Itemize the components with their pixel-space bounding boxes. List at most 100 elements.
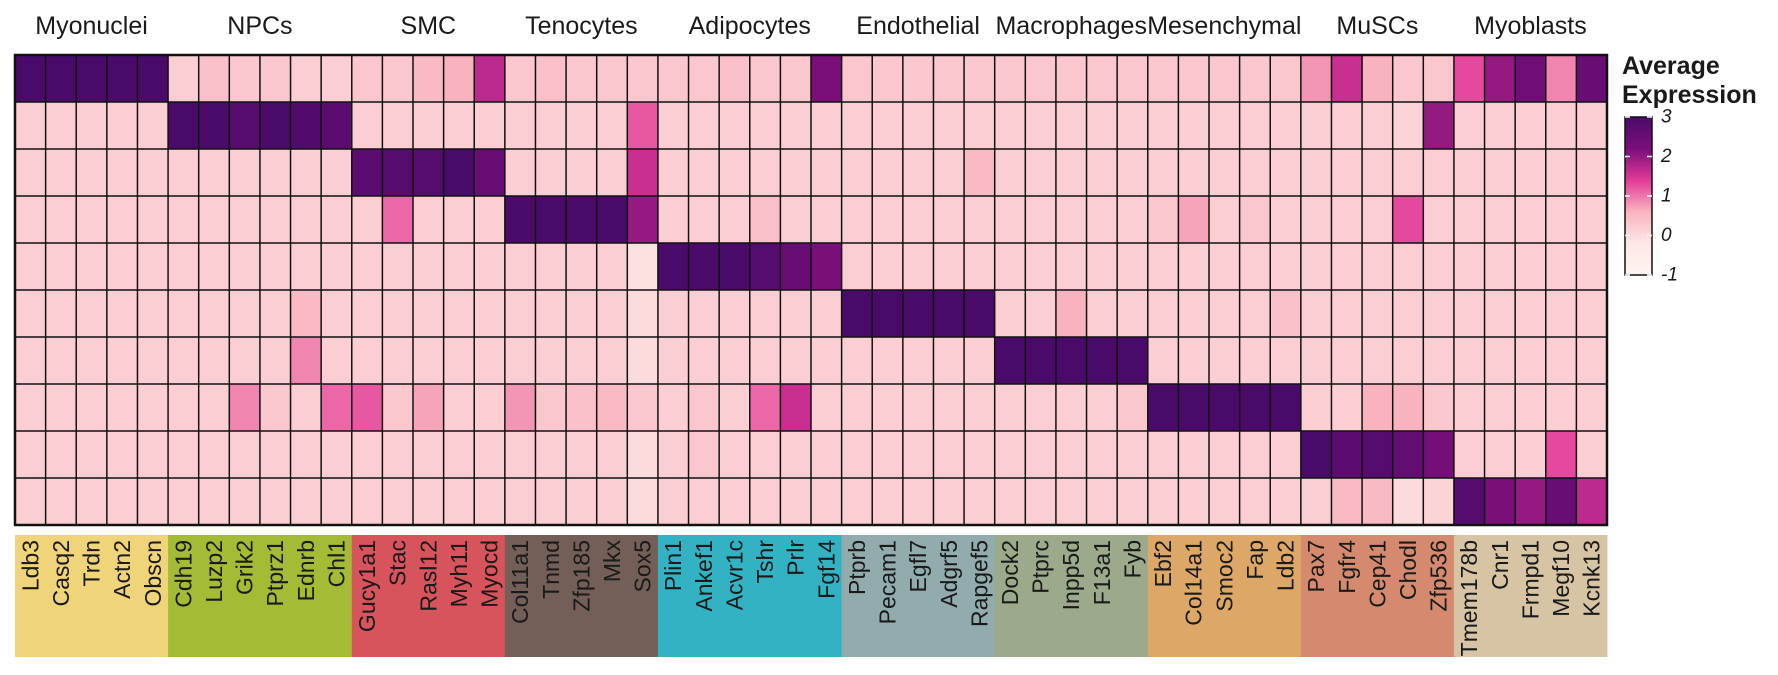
cluster-label-tenocytes: Tenocytes — [525, 12, 638, 40]
heatmap-cell — [45, 290, 77, 338]
heatmap-cell — [382, 384, 414, 432]
heatmap-cell — [1239, 55, 1271, 103]
gene-label: Pecam1 — [875, 540, 901, 624]
heatmap-cell — [1117, 384, 1149, 432]
heatmap-cell — [1453, 149, 1485, 197]
heatmap-cell — [1392, 102, 1424, 150]
heatmap-cell — [351, 431, 383, 479]
heatmap-cell — [749, 55, 781, 103]
annotation-block-myoblasts — [1453, 535, 1608, 657]
heatmap-cell — [1331, 55, 1363, 103]
heatmap-cell — [872, 243, 904, 291]
heatmap-cell — [443, 337, 475, 385]
heatmap-cell — [351, 196, 383, 244]
heatmap-cell — [504, 478, 536, 526]
heatmap-cell — [964, 478, 995, 526]
heatmap-cell — [76, 102, 108, 150]
heatmap-cell — [811, 102, 842, 150]
heatmap-cell — [688, 478, 720, 526]
heatmap-cell — [351, 478, 383, 526]
heatmap-cell — [45, 384, 77, 432]
heatmap-cell — [994, 149, 1026, 197]
heatmap-cell — [1300, 196, 1332, 244]
heatmap-cell — [1209, 243, 1240, 291]
gene-label: Luzp2 — [201, 540, 227, 603]
heatmap-cell — [780, 102, 812, 150]
heatmap-cell — [1453, 290, 1485, 338]
gene-label: Ldb2 — [1273, 540, 1299, 591]
heatmap-cell — [443, 478, 475, 526]
heatmap-cell — [872, 384, 904, 432]
heatmap-cell — [1086, 431, 1118, 479]
annotation-block-tenocytes — [504, 535, 659, 657]
gene-label: Cep41 — [1364, 540, 1390, 608]
heatmap-cell — [229, 243, 261, 291]
heatmap-cell — [198, 337, 230, 385]
heatmap-cell — [504, 337, 536, 385]
heatmap-cell — [1086, 478, 1118, 526]
heatmap-cell — [1086, 196, 1118, 244]
heatmap-cells — [15, 55, 1608, 526]
heatmap-cell — [627, 243, 659, 291]
gene-label: Stac — [385, 540, 411, 586]
annotation-block-npcs — [168, 535, 353, 657]
heatmap-cell — [504, 55, 536, 103]
heatmap-cell — [1086, 102, 1118, 150]
heatmap-cell — [1515, 384, 1547, 432]
heatmap-cell — [1392, 55, 1424, 103]
heatmap-cell — [76, 431, 108, 479]
heatmap-cell — [1086, 149, 1118, 197]
heatmap-cell — [964, 102, 995, 150]
heatmap-cell — [657, 149, 689, 197]
heatmap-cell — [596, 55, 628, 103]
heatmap-cell — [872, 102, 904, 150]
heatmap-cell — [1025, 55, 1057, 103]
heatmap-cell — [443, 431, 475, 479]
heatmap-cell — [780, 55, 812, 103]
heatmap-cell — [780, 243, 812, 291]
heatmap-cell — [198, 384, 230, 432]
heatmap-cell — [566, 243, 597, 291]
heatmap-cell — [137, 243, 169, 291]
heatmap-cell — [1300, 149, 1332, 197]
heatmap-cell — [994, 384, 1026, 432]
heatmap-cell — [504, 290, 536, 338]
heatmap-cell — [15, 149, 46, 197]
heatmap-cell — [1147, 290, 1179, 338]
heatmap-cell — [1117, 478, 1149, 526]
heatmap-cell — [841, 431, 873, 479]
heatmap-cell — [566, 431, 597, 479]
heatmap-cell — [872, 196, 904, 244]
gene-label: Acvr1c — [721, 540, 747, 610]
heatmap-cell — [566, 55, 597, 103]
annotation-block-mesenchymal — [1147, 535, 1302, 657]
gene-label: Ptprz1 — [262, 540, 288, 606]
heatmap-cell — [504, 384, 536, 432]
heatmap-cell — [749, 384, 781, 432]
heatmap-cell — [841, 243, 873, 291]
gene-label: Myh11 — [446, 540, 472, 607]
gene-label: Frmpd1 — [1517, 540, 1543, 619]
heatmap-cell — [106, 102, 138, 150]
heatmap-cell — [413, 290, 444, 338]
heatmap-cell — [1025, 102, 1057, 150]
gene-label: Tmem178b — [1456, 540, 1482, 656]
heatmap-cell — [780, 149, 812, 197]
heatmap-cell — [933, 196, 965, 244]
heatmap-cell — [1545, 55, 1577, 103]
gene-label: Inpp5d — [1058, 540, 1084, 610]
heatmap-cell — [596, 337, 628, 385]
heatmap-cell — [933, 384, 965, 432]
heatmap-cell — [1117, 243, 1149, 291]
heatmap-cell — [1209, 478, 1240, 526]
heatmap-cell — [780, 337, 812, 385]
heatmap-cell — [76, 196, 108, 244]
heatmap-cell — [1270, 290, 1302, 338]
heatmap-cell — [933, 55, 965, 103]
heatmap-cell — [15, 431, 46, 479]
heatmap-cell — [1484, 431, 1516, 479]
heatmap-cell — [168, 337, 199, 385]
legend-tick-label: 3 — [1661, 107, 1672, 128]
heatmap-cell — [535, 102, 567, 150]
heatmap-cell — [749, 243, 781, 291]
